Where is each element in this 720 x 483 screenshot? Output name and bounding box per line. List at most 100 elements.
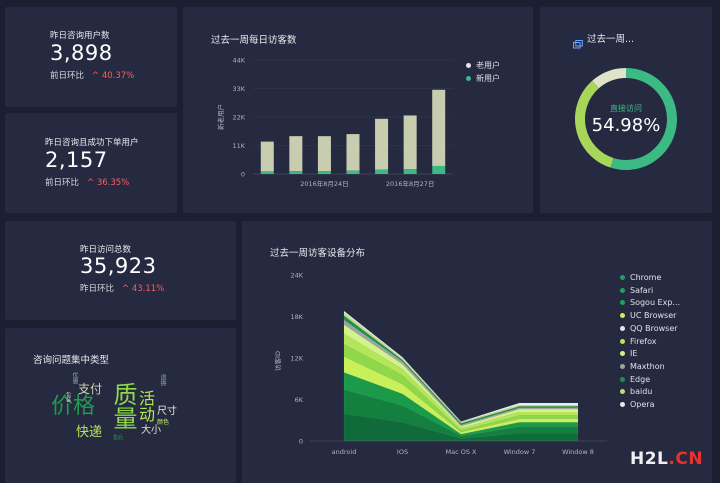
bar-old-users: [432, 89, 446, 166]
arrow-up-icon: ^: [122, 284, 130, 294]
word-daxiao: 大小: [141, 425, 161, 436]
watermark-part2: .CN: [668, 449, 704, 469]
bar-new-users: [317, 171, 331, 174]
kpi-compare-label: 前日环比: [50, 71, 85, 81]
x-tick-label: Mac OS X: [446, 448, 478, 456]
legend-item[interactable]: Maxthon: [620, 362, 665, 371]
device-distribution-chart: 0 6K 12K 18K 24K 访客ID android IOS Mac OS X Window…: [273, 272, 607, 456]
weekly-visits-chart: 0 11K 22K 33K 44K 新老用户 2016年8月24日 2016年8月27日: [216, 57, 453, 188]
legend-label: baidu: [630, 387, 653, 397]
donut-card: 过去一周... 直接访问 54.98%: [540, 7, 712, 213]
legend-item[interactable]: Sogou Exp...: [620, 298, 680, 307]
legend-item[interactable]: IE: [620, 349, 637, 358]
legend-item[interactable]: baidu: [620, 387, 652, 396]
bar-new-users: [432, 165, 446, 174]
legend-dot: [620, 389, 625, 395]
word-yanse: 颜色: [157, 419, 170, 426]
device-distribution-card: 过去一周访客设备分布 0 6K 12K 18K 24K 访客ID android IOS Mac…: [242, 221, 712, 483]
watermark-part1: H2L: [630, 449, 669, 469]
y-tick-label: 0: [241, 171, 245, 179]
kpi-change: 前日环比 ^ 40.37%: [50, 69, 134, 81]
y-tick-label: 44K: [232, 57, 245, 65]
legend-dot: [466, 76, 471, 81]
bar-old-users: [289, 136, 303, 172]
kpi-change: 昨日环比 ^ 43.11%: [80, 282, 164, 294]
donut-slice: [592, 68, 627, 89]
word-baozhuang: 包装: [65, 392, 71, 402]
word-jiage: 价格: [51, 394, 96, 419]
donut-chart: [575, 68, 677, 170]
kpi-change-value: ^ 40.37%: [92, 71, 134, 81]
word-kuaidi: 快递: [76, 425, 103, 440]
arrow-up-icon: ^: [87, 178, 95, 188]
legend-dot: [620, 325, 625, 331]
legend-item[interactable]: Chrome: [620, 273, 661, 282]
card-title: 过去一周...: [587, 34, 635, 45]
x-tick-label: Window 7: [504, 448, 536, 456]
card-title: 过去一周访客设备分布: [270, 248, 366, 259]
kpi-label: 昨日访问总数: [80, 245, 132, 255]
legend-dot: [620, 338, 625, 344]
arrow-up-icon: ^: [92, 71, 100, 81]
legend-label: Sogou Exp...: [630, 298, 681, 308]
legend-label: 老用户: [476, 61, 500, 70]
legend-item[interactable]: Firefox: [620, 337, 656, 346]
legend-item-old-users[interactable]: 老用户: [466, 60, 500, 71]
legend-item[interactable]: QQ Browser: [620, 324, 678, 333]
legend-dot: [620, 351, 625, 357]
legend-label: Maxthon: [630, 361, 665, 371]
y-tick-label: 6K: [295, 396, 304, 404]
legend-label: Safari: [630, 285, 654, 295]
kpi-card-total-visits: 昨日访问总数 35,923 昨日环比 ^ 43.11%: [5, 221, 236, 320]
legend-label: Firefox: [630, 336, 657, 346]
legend-item[interactable]: Safari: [620, 286, 653, 295]
kpi-change: 前日环比 ^ 36.35%: [45, 176, 129, 188]
x-tick-label: IOS: [397, 448, 408, 456]
bar-new-users: [346, 170, 360, 174]
legend-label: UC Browser: [630, 311, 677, 321]
legend-dot: [620, 363, 625, 369]
bar-new-users: [289, 171, 303, 174]
legend-dot: [620, 376, 625, 382]
y-tick-label: 11K: [232, 142, 245, 150]
donut-slice: [610, 68, 677, 170]
kpi-change-percent: 36.35%: [96, 178, 130, 188]
bar-new-users: [260, 171, 274, 174]
card-title: 过去一周每日访客数: [211, 35, 297, 46]
y-tick-label: 18K: [290, 313, 303, 321]
kpi-compare-label: 昨日环比: [80, 284, 115, 294]
x-tick-label: android: [332, 448, 357, 456]
legend-label: Opera: [630, 400, 655, 409]
kpi-compare-label: 前日环比: [45, 178, 80, 188]
bar-new-users: [375, 169, 389, 174]
kpi-change-percent: 40.37%: [101, 71, 135, 81]
legend-label: Chrome: [630, 273, 662, 282]
bar-old-users: [260, 141, 274, 172]
legend-item-new-users[interactable]: 新用户: [466, 73, 500, 84]
weekly-visits-card: 过去一周每日访客数 老用户 新用户 0 11K 22K 33K 44K 新老用户 2016年…: [183, 7, 533, 213]
y-tick-label: 12K: [290, 355, 303, 363]
legend-dot: [620, 402, 625, 407]
bar-old-users: [375, 118, 389, 170]
legend-item[interactable]: Opera: [620, 400, 655, 409]
legend-dot: [620, 275, 625, 280]
word-youhui: 优惠: [71, 372, 78, 384]
bar-old-users: [346, 134, 360, 171]
legend-dot: [620, 313, 625, 319]
legend-dot: [620, 300, 625, 306]
legend-dot: [620, 287, 625, 293]
y-axis-label: 访客ID: [273, 351, 282, 371]
legend-item[interactable]: Edge: [620, 375, 650, 384]
word-chicun: 尺寸: [157, 406, 177, 417]
kpi-card-order-users: 昨日咨询且成功下单用户 2,157 前日环比 ^ 36.35%: [5, 113, 177, 213]
x-tick-label: Window 8: [562, 448, 594, 456]
word-zhifu: 支付: [78, 382, 103, 396]
legend-label: QQ Browser: [630, 323, 678, 333]
legend-label: Edge: [630, 374, 651, 384]
kpi-change-percent: 43.11%: [131, 284, 165, 294]
bar-old-users: [403, 115, 417, 170]
layers-icon: [573, 34, 583, 49]
donut-slice: [575, 80, 614, 168]
kpi-label: 昨日咨询且成功下单用户: [45, 138, 139, 148]
legend-item[interactable]: UC Browser: [620, 311, 676, 320]
